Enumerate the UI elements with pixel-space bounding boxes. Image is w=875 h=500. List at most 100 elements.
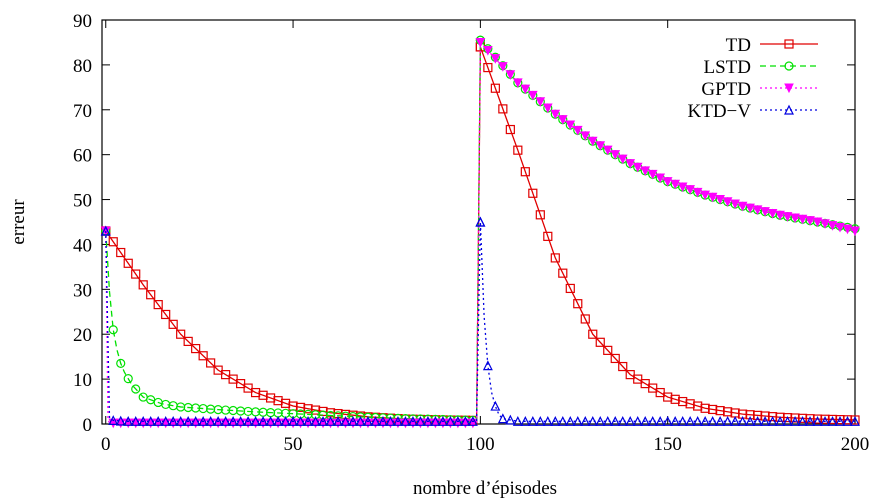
data-point (737, 415, 748, 426)
legend-marker (784, 83, 794, 94)
data-point (670, 415, 681, 426)
data-point (490, 83, 500, 93)
data-point (483, 62, 493, 73)
data-point (565, 120, 576, 131)
y-axis-label: erreur (8, 199, 29, 245)
data-point (617, 415, 628, 426)
data-point (730, 415, 741, 426)
data-point (138, 415, 149, 426)
data-point (647, 169, 658, 180)
data-point (580, 131, 591, 141)
data-point (265, 415, 276, 426)
y-tick-label: 10 (73, 370, 92, 391)
y-tick-label: 70 (73, 101, 92, 122)
y-tick-label: 40 (73, 235, 92, 256)
data-point (498, 62, 508, 72)
data-point (392, 415, 403, 426)
data-point (565, 283, 575, 294)
data-point (131, 384, 141, 394)
data-point (760, 207, 770, 217)
data-point (557, 115, 568, 125)
data-point (617, 154, 628, 165)
data-point (198, 415, 209, 426)
data-point (273, 415, 284, 426)
y-tick-label: 0 (83, 415, 93, 436)
data-point (842, 224, 853, 235)
data-point (587, 136, 598, 147)
data-point (835, 222, 845, 233)
data-point (497, 413, 508, 424)
data-point (700, 415, 711, 426)
data-point (220, 415, 231, 426)
data-point (483, 46, 493, 56)
data-point (820, 415, 831, 426)
data-point (228, 415, 239, 426)
data-point (520, 167, 530, 177)
data-point (602, 145, 613, 156)
legend-marker (784, 39, 794, 49)
series-3 (100, 216, 860, 426)
data-point (625, 159, 636, 169)
data-point (805, 216, 815, 226)
data-point (595, 337, 605, 347)
data-point (745, 203, 755, 214)
data-point (707, 192, 718, 203)
data-point (475, 37, 486, 48)
data-point (655, 415, 666, 426)
data-point (850, 415, 860, 425)
data-point (340, 415, 351, 426)
data-point (363, 415, 373, 426)
data-point (535, 97, 546, 107)
data-point (422, 415, 433, 426)
data-point (797, 415, 808, 426)
data-point (333, 415, 343, 426)
data-point (542, 415, 553, 426)
x-axis-label: nombre d’épisodes (413, 478, 557, 499)
data-point (587, 415, 598, 426)
data-point (131, 269, 141, 279)
data-point (625, 415, 636, 426)
data-point (498, 104, 508, 114)
data-point (505, 414, 516, 425)
data-point (790, 213, 800, 224)
data-point (430, 415, 441, 426)
data-point (573, 299, 583, 309)
data-point (603, 345, 613, 355)
data-point (827, 221, 838, 231)
data-point (100, 225, 111, 236)
data-point (400, 415, 411, 426)
x-tick-label: 100 (466, 434, 495, 455)
x-tick-label: 200 (841, 434, 870, 455)
data-point (145, 415, 156, 426)
data-point (640, 166, 651, 176)
data-point (550, 253, 560, 263)
data-point (677, 415, 688, 426)
data-point (407, 415, 418, 426)
data-point (700, 190, 710, 201)
data-point (797, 214, 808, 225)
data-point (190, 415, 201, 426)
data-point (550, 415, 561, 426)
data-point (543, 231, 553, 241)
plot-frame (101, 19, 856, 425)
data-point (168, 319, 178, 329)
data-point (752, 205, 763, 215)
data-point (467, 415, 478, 426)
data-point (752, 415, 763, 426)
y-tick-label: 80 (73, 56, 92, 77)
data-point (565, 415, 576, 426)
data-point (527, 415, 538, 426)
legend-marker (784, 104, 794, 115)
data-point (557, 415, 568, 426)
data-point (183, 336, 193, 347)
data-point (123, 415, 134, 426)
data-point (528, 90, 538, 101)
data-point (258, 415, 269, 426)
data-point (160, 415, 171, 426)
data-point (235, 415, 246, 426)
data-point (610, 353, 620, 364)
data-point (377, 415, 388, 426)
data-point (243, 415, 254, 426)
data-point (348, 415, 358, 426)
